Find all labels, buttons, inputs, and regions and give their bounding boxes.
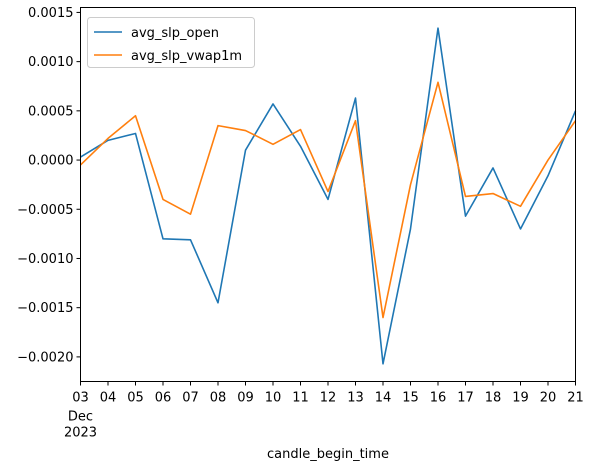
x-tick-label: 21 — [567, 391, 584, 406]
x-tick-label: 06 — [155, 391, 172, 406]
x-axis: 03 04 05 06 07 08 09 10 11 12 13 14 15 16 17 18 19 20 21 De… — [64, 381, 584, 441]
x-tick-label: 20 — [540, 391, 557, 406]
x-tick-label: 03 — [72, 391, 89, 406]
y-tick-label: 0.0005 — [28, 104, 74, 119]
y-tick-label: 0.0010 — [28, 55, 74, 70]
y-tick-label: 0.0000 — [28, 154, 74, 169]
x-tick-label: 15 — [402, 391, 419, 406]
x-tick-sublabel-month: Dec — [68, 410, 93, 425]
series-layer — [79, 27, 577, 365]
x-tick-sublabel-year: 2023 — [64, 426, 97, 441]
x-tick-label: 08 — [210, 391, 227, 406]
legend: avg_slp_open avg_slp_vwap1m — [87, 17, 255, 68]
x-tick-label: 04 — [100, 391, 117, 406]
x-tick-label: 17 — [457, 391, 474, 406]
y-tick-label: 0.0015 — [28, 6, 74, 21]
x-axis-title: candle_begin_time — [267, 447, 389, 462]
y-axis: −0.0020 −0.0015 −0.0010 −0.0005 0.0000 0.0005… — [17, 6, 81, 365]
x-tick-label: 12 — [320, 391, 337, 406]
x-tick-label: 19 — [512, 391, 529, 406]
y-tick-label: −0.0015 — [17, 301, 73, 316]
y-tick-label: −0.0020 — [17, 350, 73, 365]
x-tick-label: 16 — [430, 391, 447, 406]
x-tick-label: 07 — [182, 391, 199, 406]
x-tick-label: 14 — [375, 391, 392, 406]
legend-label-avg-slp-vwap1m: avg_slp_vwap1m — [131, 49, 242, 64]
x-tick-label: 05 — [127, 391, 144, 406]
y-tick-label: −0.0010 — [17, 252, 73, 267]
y-tick-label: −0.0005 — [17, 203, 73, 218]
x-tick-label: 18 — [485, 391, 502, 406]
series-line-avg-slp-open — [80, 27, 577, 365]
x-tick-label: 11 — [292, 391, 309, 406]
legend-label-avg-slp-open: avg_slp_open — [131, 26, 219, 41]
legend-frame — [87, 17, 255, 68]
x-tick-label: 13 — [347, 391, 364, 406]
x-tick-label: 10 — [265, 391, 282, 406]
x-tick-label: 09 — [237, 391, 254, 406]
